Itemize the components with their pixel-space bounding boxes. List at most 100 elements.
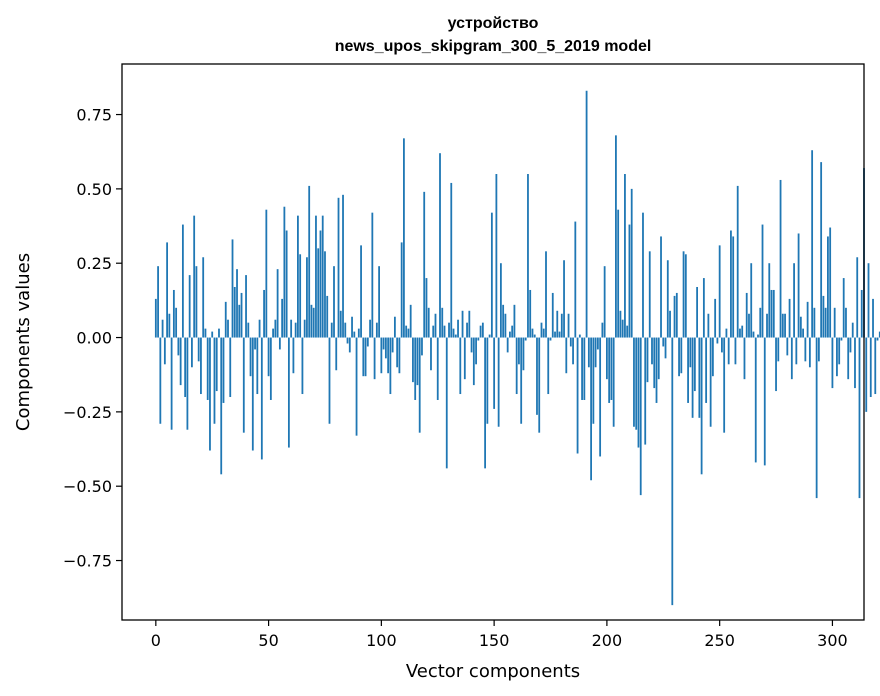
bar bbox=[750, 263, 753, 338]
bar bbox=[339, 310, 342, 338]
y-tick-label: 0.25 bbox=[76, 254, 112, 273]
bar bbox=[163, 337, 166, 365]
bar bbox=[524, 337, 527, 341]
bar bbox=[610, 337, 613, 400]
bar bbox=[303, 319, 306, 338]
bar bbox=[698, 337, 701, 418]
bar bbox=[680, 337, 683, 374]
bar bbox=[184, 337, 187, 398]
bar bbox=[355, 337, 358, 436]
bar bbox=[186, 337, 189, 430]
bar bbox=[763, 337, 766, 466]
y-axis-label: Components values bbox=[13, 253, 34, 431]
bar bbox=[549, 337, 552, 341]
bar bbox=[739, 328, 741, 338]
bar bbox=[601, 322, 604, 338]
bar bbox=[276, 269, 279, 338]
bar bbox=[583, 337, 586, 400]
bar bbox=[860, 289, 863, 338]
bar bbox=[432, 325, 435, 338]
bar bbox=[540, 322, 543, 338]
x-axis-ticks: 0 50 100 150 200 250 300 bbox=[151, 620, 848, 650]
bar bbox=[245, 275, 247, 338]
bar bbox=[481, 322, 484, 338]
bar bbox=[675, 292, 678, 338]
bar bbox=[551, 292, 554, 338]
bar bbox=[466, 322, 468, 338]
bar bbox=[326, 295, 329, 338]
bar bbox=[233, 286, 236, 338]
bar bbox=[312, 307, 315, 338]
bar bbox=[256, 337, 259, 395]
bar bbox=[759, 307, 762, 338]
bar bbox=[520, 337, 523, 424]
bar bbox=[369, 319, 371, 338]
bar bbox=[362, 337, 365, 377]
bar bbox=[274, 319, 277, 338]
bar bbox=[393, 316, 396, 338]
bar bbox=[802, 328, 804, 338]
bar bbox=[254, 337, 256, 350]
bar bbox=[360, 245, 362, 338]
bar bbox=[596, 337, 599, 350]
bar bbox=[495, 174, 498, 338]
bar bbox=[434, 313, 437, 338]
x-tick-label: 150 bbox=[479, 631, 510, 650]
chart-title: устройство bbox=[448, 15, 539, 32]
bar bbox=[642, 212, 644, 338]
bar bbox=[840, 337, 843, 341]
bar bbox=[687, 337, 689, 403]
bar bbox=[290, 319, 293, 338]
bar bbox=[490, 212, 493, 338]
bar bbox=[569, 337, 572, 347]
bar bbox=[684, 254, 687, 338]
bar bbox=[391, 337, 394, 353]
bar bbox=[211, 331, 214, 338]
bar bbox=[797, 233, 800, 338]
bar bbox=[308, 185, 311, 338]
x-tick-label: 100 bbox=[366, 631, 397, 650]
bar bbox=[585, 90, 588, 338]
bar bbox=[842, 278, 845, 338]
bar bbox=[556, 310, 559, 338]
bar bbox=[294, 322, 297, 338]
bar bbox=[615, 135, 617, 338]
bar bbox=[251, 337, 254, 451]
bar bbox=[448, 322, 450, 338]
bar bbox=[761, 224, 764, 338]
bar bbox=[200, 337, 202, 395]
bar bbox=[630, 188, 633, 338]
y-tick-label: 0.75 bbox=[76, 106, 112, 125]
bar bbox=[793, 263, 795, 338]
bar bbox=[833, 307, 836, 338]
bar bbox=[660, 236, 662, 338]
bar bbox=[193, 215, 196, 338]
bar bbox=[499, 263, 502, 338]
bar bbox=[227, 319, 229, 338]
bar bbox=[472, 337, 475, 386]
bar bbox=[513, 304, 516, 338]
bar bbox=[267, 337, 270, 377]
bar bbox=[874, 337, 877, 395]
bar bbox=[608, 337, 611, 403]
x-axis-label: Vector components bbox=[406, 661, 580, 682]
bar bbox=[845, 307, 847, 338]
bar bbox=[231, 239, 234, 338]
bar bbox=[247, 322, 250, 338]
bar bbox=[847, 337, 850, 380]
bar bbox=[795, 337, 798, 365]
bar bbox=[827, 236, 829, 338]
bar bbox=[662, 337, 665, 347]
bar bbox=[644, 337, 647, 445]
bar bbox=[770, 289, 773, 338]
bar bbox=[468, 310, 471, 338]
bar bbox=[718, 245, 721, 338]
bar bbox=[836, 337, 838, 377]
bar bbox=[287, 337, 290, 448]
bar bbox=[371, 212, 374, 338]
bar bbox=[439, 153, 441, 338]
bar bbox=[497, 337, 500, 427]
bar bbox=[168, 313, 171, 338]
bar bbox=[283, 206, 286, 338]
